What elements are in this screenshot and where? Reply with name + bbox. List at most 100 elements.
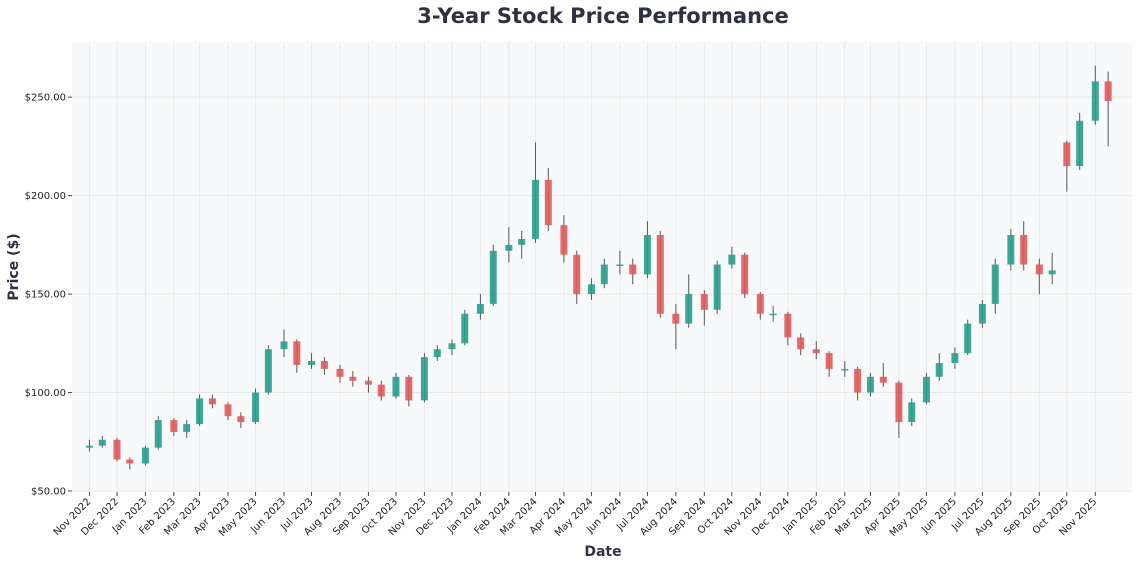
candle-body bbox=[252, 392, 260, 423]
candle bbox=[1076, 112, 1084, 171]
candle bbox=[700, 290, 708, 326]
candle-body bbox=[769, 313, 777, 316]
candle bbox=[587, 278, 595, 300]
candle-body bbox=[935, 363, 943, 377]
candle-body bbox=[741, 254, 749, 295]
candle-body bbox=[784, 313, 792, 338]
candle bbox=[756, 292, 764, 320]
x-axis-title: Date bbox=[584, 544, 621, 560]
candle bbox=[825, 351, 833, 377]
candle-body bbox=[1076, 120, 1084, 167]
candle-body bbox=[587, 284, 595, 295]
candle-body bbox=[951, 353, 959, 364]
candle-body bbox=[616, 264, 624, 267]
candle-body bbox=[170, 420, 178, 432]
y-axis: $50.00 $100.00 $150.00 $200.00 $250.00 bbox=[25, 93, 72, 498]
candle-body bbox=[629, 264, 637, 275]
candle-body bbox=[280, 341, 288, 350]
candle-body bbox=[812, 349, 820, 354]
candle-body bbox=[364, 380, 372, 385]
candle bbox=[841, 361, 849, 377]
candle bbox=[461, 309, 469, 346]
candle bbox=[629, 258, 637, 285]
candle-body bbox=[600, 264, 608, 285]
candle-body bbox=[643, 234, 651, 275]
candle-body bbox=[154, 420, 162, 448]
candle bbox=[713, 260, 721, 314]
candle bbox=[505, 227, 513, 263]
candle bbox=[964, 319, 972, 356]
candle bbox=[154, 416, 162, 450]
candle bbox=[656, 231, 664, 318]
candle-body bbox=[685, 294, 693, 324]
candle bbox=[1020, 221, 1028, 271]
candle bbox=[224, 402, 232, 421]
candle-body bbox=[1007, 234, 1015, 265]
candle-body bbox=[320, 361, 328, 369]
candle bbox=[1035, 258, 1043, 295]
candle-body bbox=[895, 382, 903, 423]
candle bbox=[336, 364, 344, 383]
candle-body bbox=[420, 357, 428, 401]
y-tick-label: $200.00 bbox=[25, 191, 66, 202]
candle-body bbox=[672, 313, 680, 324]
candle-body bbox=[991, 264, 999, 304]
candle-body bbox=[476, 303, 484, 314]
candle bbox=[1104, 71, 1112, 147]
candle bbox=[895, 380, 903, 438]
candle bbox=[420, 353, 428, 403]
candle bbox=[573, 250, 581, 304]
candle bbox=[672, 303, 680, 350]
chart-title: 3-Year Stock Price Performance bbox=[417, 4, 788, 28]
candle-body bbox=[224, 404, 232, 417]
candle bbox=[85, 439, 93, 452]
y-axis-title: Price ($) bbox=[6, 233, 22, 300]
candle-body bbox=[922, 376, 930, 403]
candle bbox=[126, 457, 134, 470]
candle-body bbox=[505, 244, 513, 251]
candle bbox=[448, 339, 456, 356]
candle-body bbox=[531, 179, 539, 239]
candle bbox=[405, 374, 413, 407]
candle bbox=[854, 366, 862, 401]
candle-body bbox=[113, 439, 121, 460]
candle bbox=[364, 376, 372, 393]
candle bbox=[170, 418, 178, 436]
candle bbox=[643, 221, 651, 279]
candle bbox=[922, 372, 930, 405]
candle bbox=[320, 357, 328, 375]
candle bbox=[183, 420, 191, 438]
candle-body bbox=[377, 384, 385, 397]
candle bbox=[208, 394, 216, 409]
candle bbox=[349, 370, 357, 387]
candle bbox=[293, 339, 301, 373]
candle bbox=[769, 305, 777, 322]
candle bbox=[600, 258, 608, 289]
candle-body bbox=[85, 445, 93, 448]
y-tick-label: $50.00 bbox=[31, 487, 66, 498]
candle bbox=[935, 353, 943, 381]
candle-body bbox=[308, 361, 316, 365]
candle bbox=[377, 380, 385, 401]
candle bbox=[264, 345, 272, 395]
candle bbox=[991, 258, 999, 314]
candle-body bbox=[544, 179, 552, 226]
candle bbox=[196, 394, 204, 427]
candle-body bbox=[756, 294, 764, 314]
candle bbox=[544, 168, 552, 232]
candle-body bbox=[237, 416, 245, 423]
candle bbox=[113, 437, 121, 462]
candle-body bbox=[1091, 81, 1099, 121]
candle-body bbox=[405, 376, 413, 401]
candle-body bbox=[141, 447, 149, 464]
candle bbox=[518, 231, 526, 259]
candle-body bbox=[336, 368, 344, 377]
candle bbox=[531, 142, 539, 243]
candle bbox=[252, 388, 260, 425]
y-tick-label: $250.00 bbox=[25, 93, 66, 104]
candle bbox=[908, 398, 916, 427]
candle bbox=[741, 252, 749, 299]
candle bbox=[951, 347, 959, 369]
candle-body bbox=[1020, 234, 1028, 265]
